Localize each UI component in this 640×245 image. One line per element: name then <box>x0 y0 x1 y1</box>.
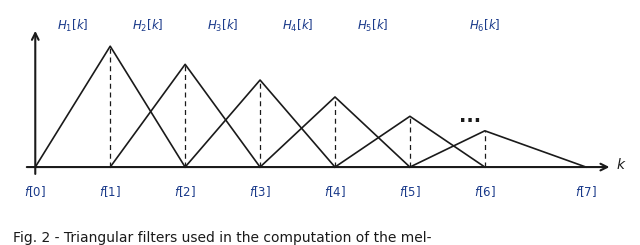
Text: $H_5[k]$: $H_5[k]$ <box>356 18 388 34</box>
Text: $H_4[k]$: $H_4[k]$ <box>282 18 313 34</box>
Text: $f[5]$: $f[5]$ <box>399 184 421 199</box>
Text: $f[4]$: $f[4]$ <box>324 184 346 199</box>
Text: $H_3[k]$: $H_3[k]$ <box>207 18 238 34</box>
Text: $f[7]$: $f[7]$ <box>575 184 597 199</box>
Text: $H_1[k]$: $H_1[k]$ <box>57 18 88 34</box>
Text: $f[3]$: $f[3]$ <box>249 184 271 199</box>
Text: $f[6]$: $f[6]$ <box>474 184 496 199</box>
Text: ...: ... <box>459 107 481 126</box>
Text: $H_6[k]$: $H_6[k]$ <box>469 18 500 34</box>
Text: $f[0]$: $f[0]$ <box>24 184 46 199</box>
Text: Fig. 2 - Triangular filters used in the computation of the mel-: Fig. 2 - Triangular filters used in the … <box>13 231 431 245</box>
Text: $f[2]$: $f[2]$ <box>174 184 196 199</box>
Text: $H_2[k]$: $H_2[k]$ <box>132 18 163 34</box>
Text: $k$: $k$ <box>616 157 627 172</box>
Text: $f[1]$: $f[1]$ <box>99 184 121 199</box>
